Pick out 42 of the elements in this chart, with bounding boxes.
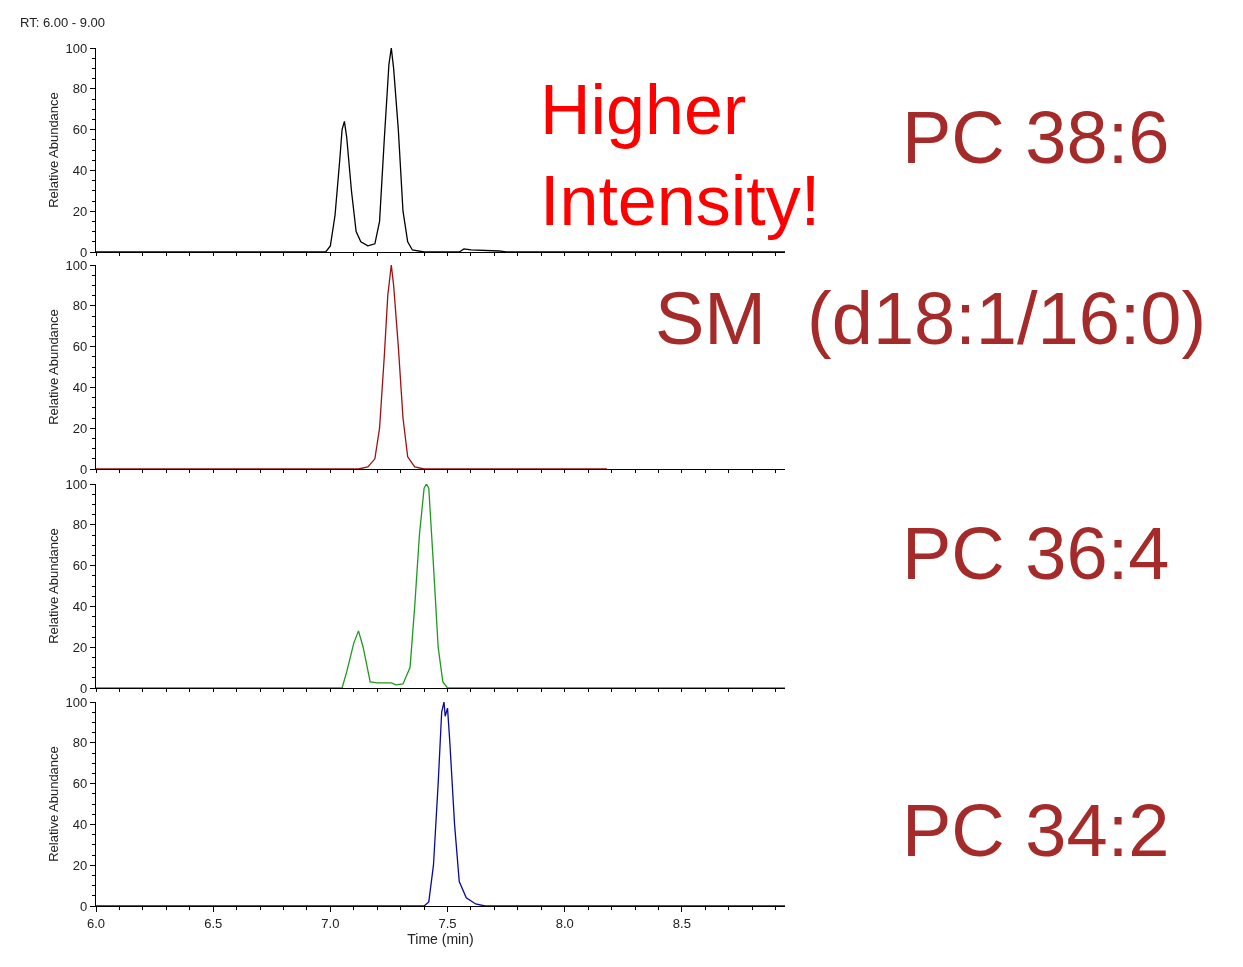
- y-tick-label: 80: [72, 81, 88, 97]
- y-tick-label: 60: [72, 339, 88, 355]
- text: RT: 6.00 - 9.00: [20, 15, 106, 30]
- annotation: SM (d18:1/16:0): [655, 277, 1207, 360]
- y-tick-label: 20: [72, 420, 88, 436]
- x-tick-label: 7.5: [438, 915, 457, 931]
- y-tick-label: 20: [72, 203, 88, 219]
- y-tick-label: 60: [72, 122, 88, 138]
- y-tick-label: 20: [72, 857, 88, 873]
- y-tick-label: 60: [72, 558, 88, 574]
- y-axis-title: Relative Abundance: [45, 92, 61, 208]
- y-tick-label: 0: [80, 680, 88, 696]
- text: PC 36:4: [902, 512, 1170, 595]
- y-tick-label: 80: [72, 735, 88, 751]
- y-tick-label: 40: [72, 379, 88, 395]
- y-tick-label: 80: [72, 298, 88, 314]
- x-tick-label: 6.5: [204, 915, 223, 931]
- y-axis-title: Relative Abundance: [45, 528, 61, 644]
- line-series: [96, 265, 608, 469]
- y-axis-title: Relative Abundance: [45, 309, 61, 425]
- text: PC 38:6: [902, 96, 1170, 179]
- y-tick-label: 80: [72, 517, 88, 533]
- x-tick-label: 8.5: [672, 915, 691, 931]
- y-axis-title: Relative Abundance: [45, 746, 61, 862]
- annotation: Higher Intensity!: [540, 71, 821, 240]
- y-tick-label: 100: [65, 476, 88, 492]
- y-tick-label: 40: [72, 162, 88, 178]
- x-tick-label: 6.0: [86, 915, 106, 931]
- y-tick-label: 60: [72, 776, 88, 792]
- y-tick-label: 0: [80, 898, 88, 914]
- y-tick-label: 40: [72, 598, 88, 614]
- y-tick-label: 0: [80, 244, 88, 260]
- y-tick-label: 100: [65, 257, 88, 273]
- y-tick-label: 20: [72, 639, 88, 655]
- y-tick-label: 100: [65, 40, 88, 56]
- y-tick-label: 0: [80, 461, 88, 477]
- x-axis-title: Time (min): [407, 930, 474, 947]
- y-tick-label: 100: [65, 694, 88, 710]
- text: PC 34:2: [902, 789, 1170, 872]
- x-tick-label: 7.0: [321, 915, 340, 931]
- y-tick-label: 40: [72, 816, 88, 832]
- x-tick-label: 8.0: [555, 915, 574, 931]
